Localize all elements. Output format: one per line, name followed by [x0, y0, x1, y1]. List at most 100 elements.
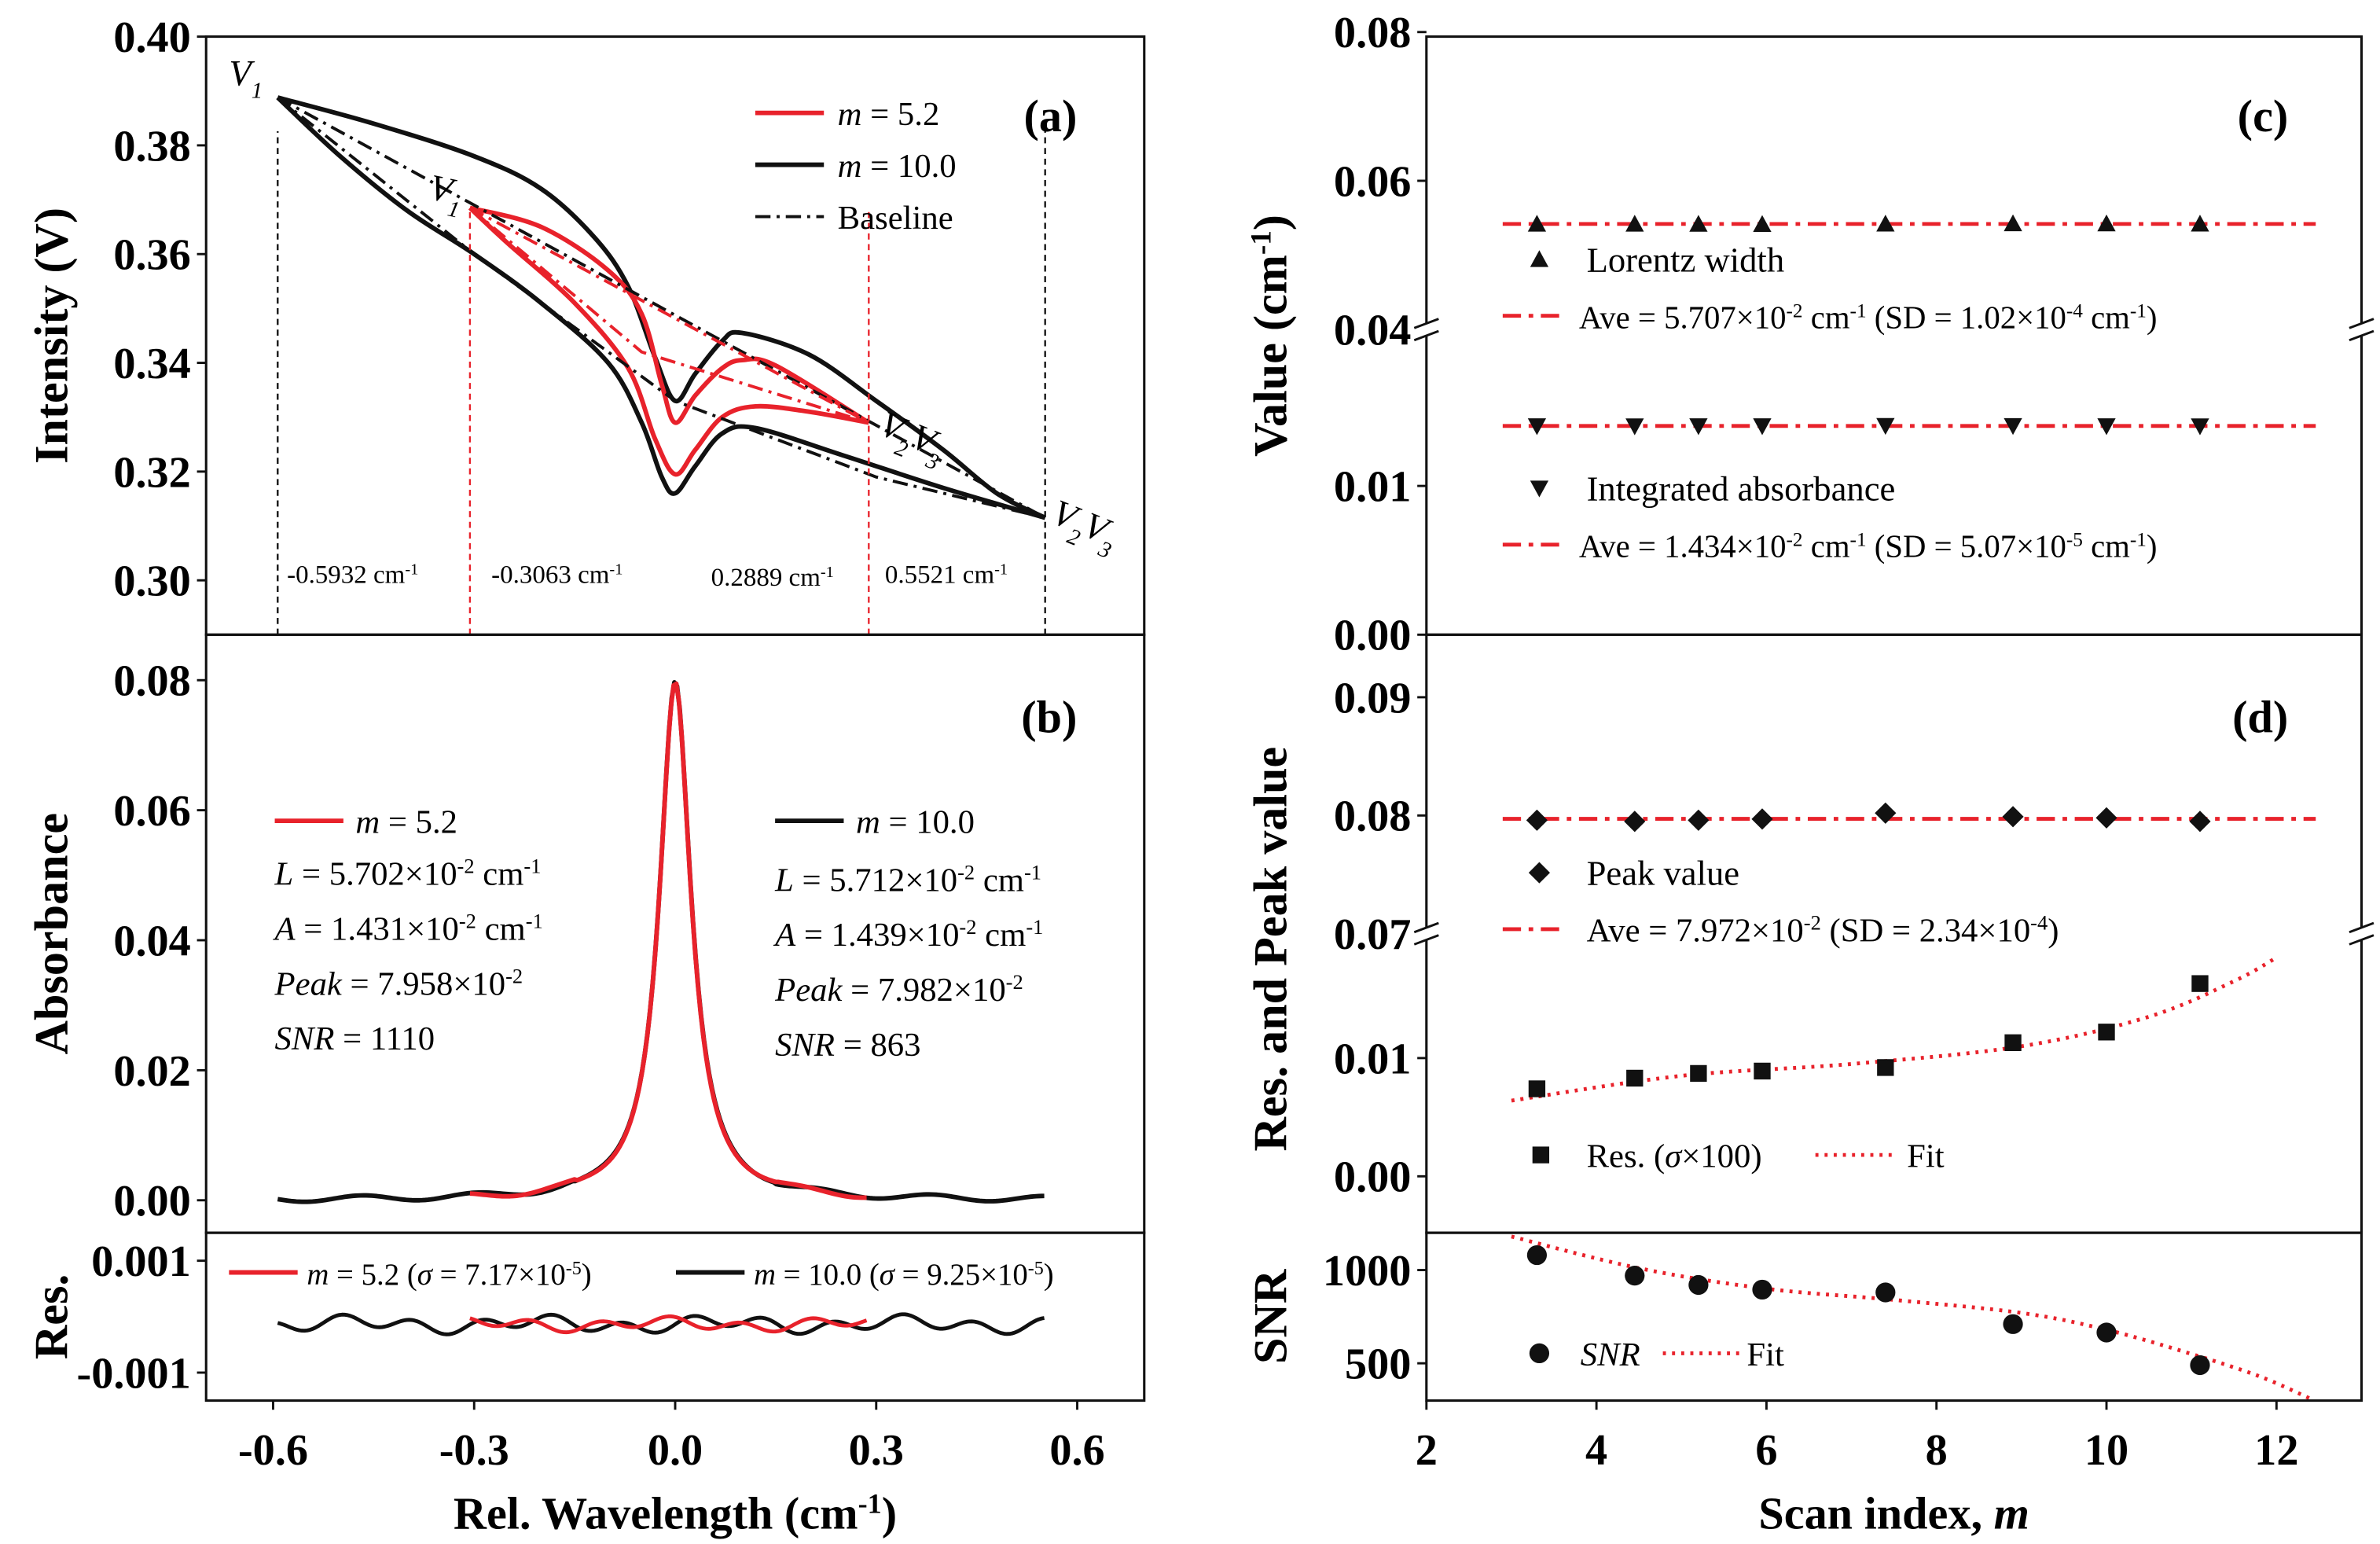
y-tick-label: 0.08: [113, 657, 190, 706]
boundary-label: -0.3063 cm-1: [491, 561, 623, 589]
axis-break: [2348, 318, 2375, 342]
y-axis-label: Intensity (V): [26, 208, 79, 464]
marker-integrated-absorbance: [2097, 418, 2116, 436]
marker-residual: [2004, 1034, 2022, 1052]
x-tick-label: 10: [2084, 1426, 2128, 1475]
marker-lorentz-width: [1527, 215, 1547, 232]
legend-marker: [1529, 1343, 1550, 1364]
y-tick-label: 0.001: [91, 1237, 191, 1286]
marker-snr: [1752, 1279, 1772, 1300]
marker-peak-value: [1875, 802, 1897, 824]
x-tick-label: 0.3: [849, 1426, 904, 1475]
fit-line: [1511, 955, 2278, 1103]
y-tick-label: -0.001: [76, 1349, 190, 1398]
y-tick-label: 0.04: [1334, 307, 1411, 355]
y-axis-label: Value (cm-1): [1244, 215, 1297, 457]
legend-label: Fit: [1746, 1336, 1784, 1373]
marker-lorentz-width: [2191, 215, 2209, 232]
axis-break: [1412, 318, 1441, 342]
plot-markers: [1526, 214, 2211, 1376]
legend-label: Peak value: [1587, 854, 1740, 893]
y-tick-label: 0.01: [1334, 1035, 1411, 1083]
y-tick-label: 0.00: [1334, 612, 1411, 660]
intensity-curve: [469, 205, 870, 425]
y-axis-label: Absorbance: [26, 813, 79, 1054]
y-tick-label: 0.07: [1334, 910, 1411, 959]
plot-frames: [204, 35, 2375, 1402]
axis-break-line: [2349, 921, 2374, 934]
y-tick-label: 0.06: [1334, 157, 1411, 206]
marker-integrated-absorbance: [1753, 418, 1772, 436]
y-tick-label: 0.36: [113, 231, 190, 280]
x-axis-label: Scan index, m: [1758, 1488, 2029, 1539]
y-tick-label: 0.40: [113, 13, 190, 62]
legend-label: m = 5.2 (σ = 7.17×10-5): [307, 1258, 591, 1292]
axis-break: [1412, 921, 1441, 946]
residual-curve: [469, 1314, 868, 1335]
legend-label: Ave = 7.972×10-2 (SD = 2.34×10-4): [1587, 910, 2059, 949]
y-tick-label: 0.01: [1334, 463, 1411, 512]
y-tick-label: 0.30: [113, 557, 190, 606]
marker-integrated-absorbance: [1876, 417, 1895, 436]
x-tick-label: 0.6: [1049, 1426, 1104, 1475]
marker-snr: [2003, 1314, 2023, 1334]
annotation: L = 5.712×10-2 cm-1: [774, 860, 1041, 899]
legend-label: m = 5.2: [838, 96, 940, 133]
legend-label: Ave = 5.707×10-2 cm-1 (SD = 1.02×10-4 cm…: [1579, 300, 2158, 335]
y-tick-label: 0.06: [113, 787, 190, 836]
y-tick-label: 0.08: [1334, 9, 1411, 57]
legend-label: Integrated absorbance: [1587, 469, 1896, 509]
annotation: L = 5.702×10-2 cm-1: [274, 855, 542, 893]
annotation: A = 1.431×10-2 cm-1: [273, 909, 543, 947]
y-tick-label: 0.00: [113, 1177, 190, 1226]
marker-lorentz-width: [2004, 214, 2022, 232]
plot-lines: [196, 31, 2316, 1410]
intensity-curve: [276, 95, 1046, 520]
x-tick-label: 6: [1755, 1426, 1777, 1475]
panel-label: (c): [2238, 90, 2289, 142]
marker-peak-value: [1688, 809, 1710, 831]
legend-label: SNR: [1581, 1336, 1640, 1373]
annotation: m = 10.0: [856, 804, 975, 841]
legend-label: Res. (σ×100): [1587, 1138, 1762, 1175]
x-tick-label: 2: [1416, 1426, 1438, 1475]
marker-snr: [1875, 1282, 1896, 1303]
marker-residual: [1754, 1062, 1771, 1080]
legend-label: Lorentz width: [1587, 240, 1785, 279]
x-axis-label: Rel. Wavelength (cm-1): [454, 1488, 897, 1539]
legend-marker: [1532, 1146, 1550, 1164]
y-tick-label: 0.04: [113, 917, 190, 965]
marker-lorentz-width: [1689, 215, 1708, 232]
annotation: Peak = 7.982×10-2: [774, 970, 1023, 1009]
residual-curve: [277, 1312, 1045, 1336]
marker-peak-value: [1624, 811, 1646, 833]
marker-integrated-absorbance: [1527, 418, 1547, 436]
marker-residual: [2098, 1024, 2115, 1041]
y-axis-label: Res. and Peak value: [1244, 747, 1297, 1152]
legend-label: m = 10.0: [838, 148, 957, 185]
marker-integrated-absorbance: [2191, 418, 2209, 436]
axis-break-gap: [1412, 323, 1441, 336]
y-tick-label: 1000: [1323, 1247, 1412, 1296]
x-tick-label: 12: [2254, 1426, 2298, 1475]
marker-lorentz-width: [1876, 215, 1895, 232]
marker-snr: [1526, 1244, 1548, 1266]
axis-break: [2348, 921, 2375, 946]
marker-residual: [1626, 1069, 1644, 1087]
marker-peak-value: [1751, 808, 1773, 830]
annotation: SNR = 863: [775, 1027, 920, 1064]
baseline-line: [468, 206, 869, 425]
intensity-curve: [468, 206, 869, 477]
boundary-label: 0.5521 cm-1: [885, 561, 1008, 589]
marker-residual: [1877, 1059, 1894, 1076]
y-tick-label: 500: [1345, 1340, 1411, 1389]
absorbance-curve: [469, 681, 867, 1200]
legend-label: Baseline: [838, 200, 953, 237]
marker-snr: [1625, 1266, 1645, 1286]
annotation: A = 1.439×10-2 cm-1: [773, 915, 1043, 954]
panel-label: (b): [1021, 692, 1077, 743]
y-tick-label: 0.00: [1334, 1153, 1411, 1202]
axis-break-line: [2349, 329, 2374, 342]
